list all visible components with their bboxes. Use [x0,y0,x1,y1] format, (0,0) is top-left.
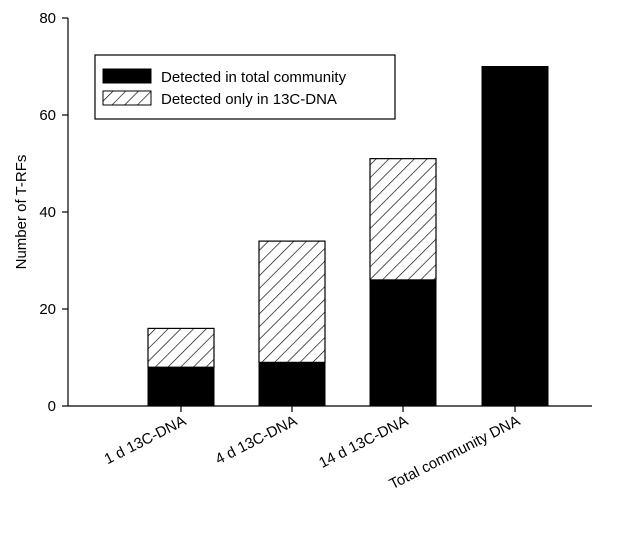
x-tick-label: 14 d 13C-DNA [316,412,411,471]
legend-label-solid: Detected in total community [161,69,347,86]
bar-detected-total [481,66,549,407]
x-tick-label: 1 d 13C-DNA [102,412,189,468]
legend-label-hatched: Detected only in 13C-DNA [161,91,337,108]
y-tick-label: 0 [48,398,56,415]
y-tick-label: 60 [39,107,56,124]
legend-box [94,54,396,120]
bar-detected-total [147,366,215,407]
y-tick-label: 40 [39,204,56,221]
bars [147,66,549,407]
legend-swatch-hatched [102,90,152,106]
x-tick-label: 4 d 13C-DNA [213,412,300,468]
bar-detected-13c-only [147,327,215,368]
y-tick-label: 20 [39,301,56,318]
legend-swatch-solid [102,68,152,84]
y-tick-label: 80 [39,10,56,27]
bar-detected-total [369,279,437,407]
bar-detected-13c-only [369,158,437,281]
bar-detected-total [258,361,326,407]
legend: Detected in total community Detected only… [94,54,396,120]
y-axis-title: Number of T-RFs [13,155,30,270]
bar-detected-13c-only [258,240,326,363]
